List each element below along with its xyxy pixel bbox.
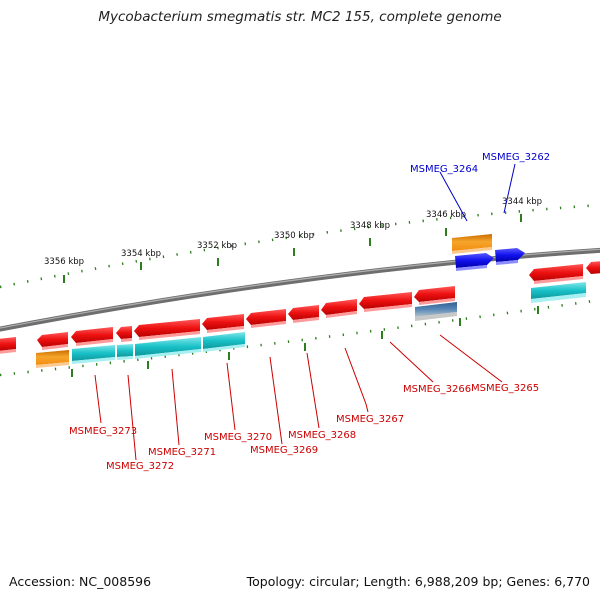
gene-label-msmeg-3267[interactable]: MSMEG_3267: [336, 414, 404, 425]
gene-labels: MSMEG_3264 MSMEG_3262 MSMEG_3273 MSMEG_3…: [69, 152, 550, 472]
gene-label-msmeg-3269[interactable]: MSMEG_3269: [250, 445, 318, 456]
label-leaders: [94, 163, 516, 461]
feature-cyan-1[interactable]: [72, 345, 115, 364]
scale-label: 3348 kbp: [350, 221, 390, 231]
scale-label: 3344 kbp: [502, 197, 542, 207]
leader-line: [94, 374, 102, 424]
outer-tick-ring: [0, 203, 600, 289]
scale-label: 3350 kbp: [274, 231, 314, 241]
leader-line: [439, 171, 468, 222]
gene-feature-3267[interactable]: [321, 299, 357, 318]
leader-line: [269, 356, 283, 445]
gene-label-msmeg-3268[interactable]: MSMEG_3268: [288, 430, 356, 441]
gene-label-msmeg-3266[interactable]: MSMEG_3266: [403, 384, 471, 395]
reverse-strand-genes: [0, 261, 600, 354]
scale-label: 3352 kbp: [197, 241, 237, 251]
inner-tick-ring: [0, 298, 600, 377]
leader-line: [306, 352, 320, 429]
leader-line: [439, 334, 503, 383]
outer-tick-dots: [0, 203, 600, 289]
genome-backbone: [0, 247, 600, 332]
genome-backbone-highlight: [0, 248, 600, 329]
feature-cyan-4[interactable]: [203, 332, 245, 352]
genome-title: Mycobacterium smegmatis str. MC2 155, co…: [98, 9, 502, 25]
leader-line: [226, 362, 236, 431]
forward-strand-genes: [452, 234, 525, 271]
leader-line: [171, 368, 180, 446]
gene-feature-3270[interactable]: [202, 314, 244, 333]
gene-label-msmeg-3271[interactable]: MSMEG_3271: [148, 447, 216, 458]
feature-cyan-3[interactable]: [135, 337, 201, 359]
leader-line: [389, 341, 434, 383]
gene-feature-red-right-b[interactable]: [586, 261, 600, 274]
scale-label: 3346 kbp: [426, 210, 466, 220]
gene-label-msmeg-3262[interactable]: MSMEG_3262: [482, 152, 550, 163]
gene-feature-3272[interactable]: [71, 327, 113, 346]
feature-cyan-2[interactable]: [117, 344, 133, 360]
gene-feature-3269[interactable]: [246, 309, 286, 328]
gene-feature-blue-3262[interactable]: [495, 248, 525, 265]
feature-cyan-right[interactable]: [531, 282, 586, 303]
scale-labels: 3344 kbp 3346 kbp 3348 kbp 3350 kbp 3352…: [44, 197, 542, 267]
gene-label-msmeg-3264[interactable]: MSMEG_3264: [410, 164, 478, 175]
leader-line: [127, 374, 137, 461]
accession-info: Accession: NC_008596: [9, 574, 152, 589]
gene-label-msmeg-3265[interactable]: MSMEG_3265: [471, 383, 539, 394]
gene-feature-red-left-edge[interactable]: [0, 337, 16, 354]
feature-steel[interactable]: [415, 302, 457, 321]
gene-feature-3271-b[interactable]: [134, 319, 200, 340]
genome-summary: Topology: circular; Length: 6,988,209 bp…: [246, 574, 590, 589]
scale-label: 3354 kbp: [121, 249, 161, 259]
scale-label: 3356 kbp: [44, 257, 84, 267]
gene-feature-3268[interactable]: [288, 305, 319, 323]
leader-line: [503, 163, 516, 214]
leader-line: [344, 347, 369, 413]
secondary-feature-track: [36, 282, 586, 368]
gene-feature-blue-3264[interactable]: [455, 253, 494, 271]
gene-label-msmeg-3273[interactable]: MSMEG_3273: [69, 426, 137, 437]
gene-label-msmeg-3272[interactable]: MSMEG_3272: [106, 461, 174, 472]
gene-feature-3266[interactable]: [359, 292, 412, 312]
gene-feature-red-right-a[interactable]: [529, 264, 583, 284]
gene-feature-orange-forward[interactable]: [452, 234, 492, 254]
gene-feature-3265[interactable]: [414, 286, 455, 305]
gene-label-msmeg-3270[interactable]: MSMEG_3270: [204, 432, 272, 443]
gene-feature-3273[interactable]: [37, 332, 68, 350]
feature-orange-reverse[interactable]: [36, 350, 69, 368]
gene-feature-3271-a[interactable]: [116, 326, 132, 342]
